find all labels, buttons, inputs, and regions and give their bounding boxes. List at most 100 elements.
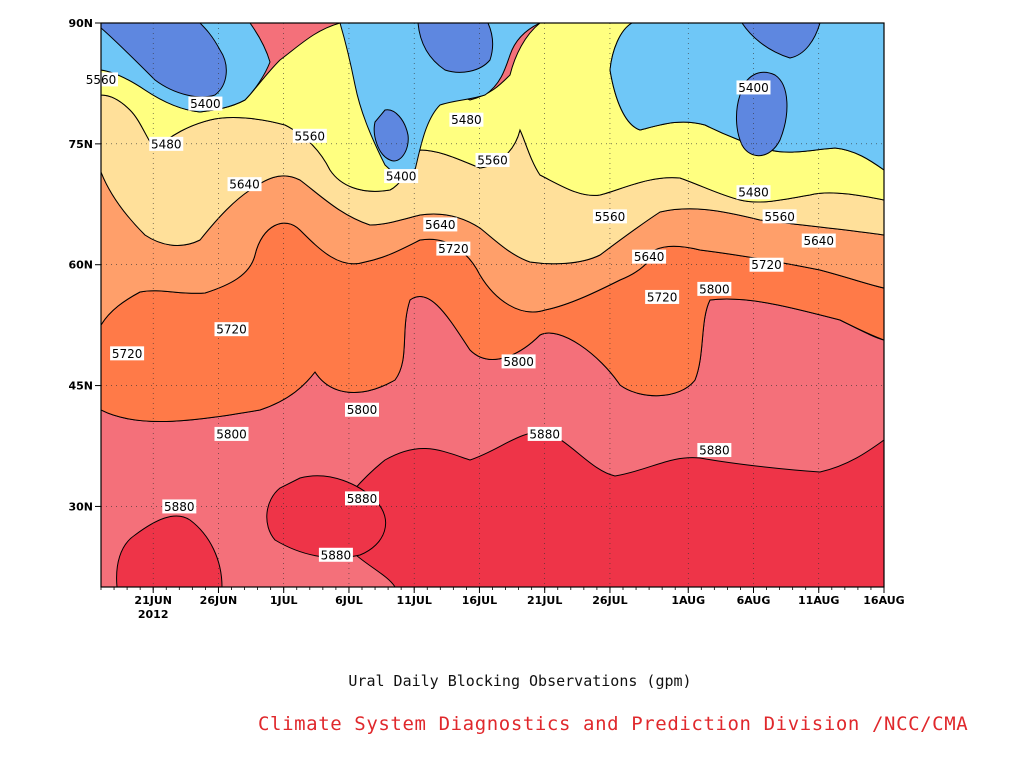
contour-label: 5480 — [736, 185, 771, 200]
contour-label: 5720 — [110, 346, 145, 361]
x-tick-label: 6JUL — [335, 594, 363, 607]
contour-label: 5400 — [736, 80, 771, 95]
x-tick-label: 16JUL — [462, 594, 497, 607]
x-tick-label: 1JUL — [270, 594, 298, 607]
contour-label-box — [318, 547, 353, 562]
contour-label-box — [501, 354, 536, 369]
x-tick-label: 21JUN — [134, 594, 172, 607]
contour-label-box — [449, 112, 484, 127]
x-tick-label: 1AUG — [671, 594, 705, 607]
contour-label: 5560 — [592, 209, 627, 224]
contour-label-text: 5720 — [112, 347, 143, 361]
contour-label: 5640 — [423, 217, 458, 232]
contour-label-text: 5720 — [216, 323, 247, 337]
contour-label-box — [592, 209, 627, 224]
contour-label-text: 5640 — [803, 234, 834, 248]
band-below-5400-nw — [101, 23, 227, 98]
contour-label-text: 5480 — [151, 137, 182, 151]
contour-label-box — [527, 426, 562, 441]
contour-label: 5880 — [527, 426, 562, 441]
contour-label: 5640 — [227, 177, 262, 192]
contour-label-text: 5480 — [738, 186, 769, 200]
band-below-5400-c1 — [417, 23, 494, 73]
contour-label-box — [736, 185, 771, 200]
plot-area: 5560 5400 5480 5560 5400 5480 5560 5640 5640 5720… — [84, 22, 885, 588]
contour-label-text: 5880 — [321, 548, 352, 562]
contour-label-text: 5720 — [438, 242, 469, 256]
contour-label-text: 5640 — [425, 218, 456, 232]
contour-label-text: 5560 — [477, 153, 508, 167]
contour-label-box — [227, 177, 262, 192]
contour-label-box — [292, 128, 327, 143]
contour-label: 5800 — [214, 426, 249, 441]
contour-label: 5800 — [697, 281, 732, 296]
x-tick-label: 11JUL — [397, 594, 432, 607]
y-tick-label: 60N — [68, 259, 93, 272]
contour-label: 5880 — [345, 491, 379, 506]
y-tick-label: 45N — [68, 380, 93, 393]
x-tick-label: 16AUG — [863, 594, 904, 607]
contour-label-box — [632, 249, 667, 264]
chart-title: Ural Daily Blocking Observations (gpm) — [348, 672, 692, 690]
contour-label-text: 5800 — [503, 355, 534, 369]
contour-label-text: 5400 — [386, 170, 417, 184]
contour-label-box — [423, 217, 458, 232]
contour-label: 5880 — [697, 443, 732, 458]
contour-label: 5720 — [214, 322, 249, 337]
contour-label: 5480 — [449, 112, 484, 127]
contour-label: 5640 — [632, 249, 667, 264]
contour-label: 5400 — [384, 169, 419, 184]
contour-label: 5560 — [475, 152, 510, 167]
contour-label: 5720 — [436, 241, 471, 256]
x-year-label: 2012 — [138, 608, 169, 621]
contour-label: 5480 — [149, 136, 184, 151]
contour-label-text: 5880 — [699, 444, 730, 458]
contour-label-box — [697, 281, 732, 296]
band-above-5880-sw — [116, 515, 223, 587]
contour-label-text: 5800 — [699, 282, 730, 296]
contour-label: 5400 — [188, 96, 223, 111]
contour-label: 5800 — [501, 354, 536, 369]
contour-label-box — [149, 136, 184, 151]
contour-labels: 5560 5400 5480 5560 5400 5480 5560 5640 5640 5720… — [84, 72, 836, 562]
contour-label-box — [762, 209, 797, 224]
contour-label-box — [345, 402, 379, 417]
y-tick-label: 30N — [68, 500, 93, 513]
contour-label-box — [188, 96, 223, 111]
credit-line: Climate System Diagnostics and Predictio… — [258, 713, 969, 735]
y-tick-label: 75N — [68, 138, 93, 151]
band-below-5400-ne1 — [741, 23, 821, 59]
contour-label: 5560 — [762, 209, 797, 224]
contour-label-box — [801, 233, 836, 248]
contour-label-box — [214, 322, 249, 337]
contour-label: 5560 — [292, 128, 327, 143]
y-axis: 30N 45N 60N 75N 90N — [68, 17, 101, 513]
contour-label-box — [645, 289, 680, 304]
contour-label-text: 5640 — [634, 250, 665, 264]
contour-label-box — [475, 152, 510, 167]
y-tick-label: 90N — [68, 17, 93, 30]
contour-label-text: 5560 — [595, 210, 626, 224]
contour-label: 5880 — [162, 499, 197, 514]
x-axis: 21JUN 26JUN 1JUL 6JUL 11JUL 16JUL 21JUL 26JUL 1A… — [100, 587, 905, 621]
contour-label-text: 5640 — [229, 178, 260, 192]
contour-label-text: 5720 — [751, 258, 782, 272]
x-tick-label: 6AUG — [737, 594, 771, 607]
contour-label-text: 5880 — [164, 500, 195, 514]
x-tick-label: 11AUG — [798, 594, 839, 607]
contour-label-text: 5560 — [295, 129, 326, 143]
contour-label-box — [749, 257, 784, 272]
contour-label-box — [345, 491, 379, 506]
contour-label-box — [162, 499, 197, 514]
contour-label-text: 5560 — [764, 210, 795, 224]
contour-label-text: 5720 — [647, 290, 678, 304]
contour-label-text: 5800 — [347, 403, 378, 417]
contour-label-box — [697, 443, 732, 458]
contour-label-text: 5400 — [738, 81, 769, 95]
contour-label: 5800 — [345, 402, 379, 417]
contour-label: 5640 — [801, 233, 836, 248]
contour-label: 5720 — [749, 257, 784, 272]
contour-label-text: 5480 — [451, 113, 482, 127]
contour-label-text: 5400 — [190, 97, 221, 111]
contour-chart: 5560 5400 5480 5560 5400 5480 5560 5640 5640 5720… — [68, 17, 905, 621]
